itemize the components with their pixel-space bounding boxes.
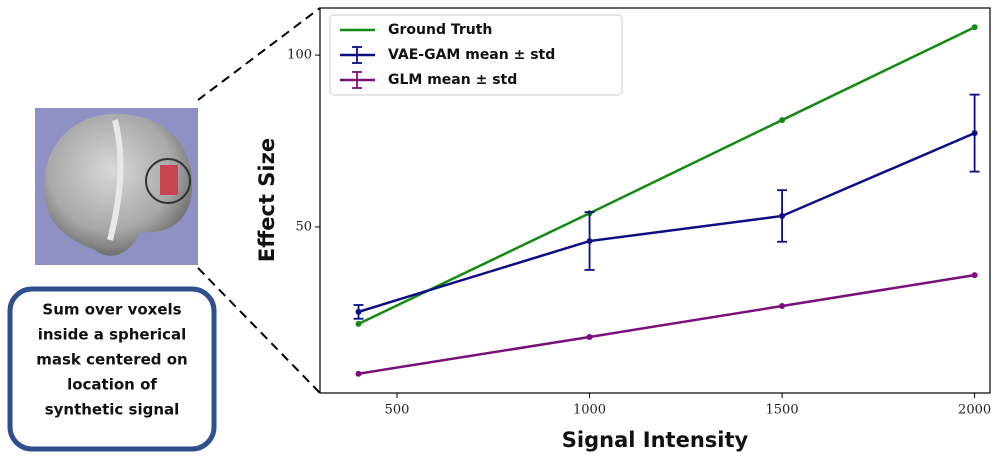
- y-tick-label: 50: [295, 219, 312, 234]
- x-tick-label: 2000: [958, 403, 991, 418]
- x-tick-label: 500: [385, 403, 410, 418]
- series-line: [357, 26, 976, 326]
- point: [971, 272, 978, 279]
- signal-region: [160, 165, 178, 195]
- zoom-line: [197, 7, 321, 101]
- x-tick-label: 1000: [573, 403, 606, 418]
- legend-label: GLM mean ± std: [388, 72, 517, 88]
- note-line: mask centered on: [36, 351, 187, 369]
- y-axis-label: Effect Size: [255, 138, 279, 262]
- point: [355, 308, 362, 315]
- note-line: synthetic signal: [45, 401, 180, 419]
- legend-label: VAE-GAM mean ± std: [388, 47, 555, 63]
- y-tick-label: 100: [287, 48, 312, 63]
- note-line: location of: [67, 376, 157, 394]
- legend-label: Ground Truth: [388, 22, 492, 38]
- series-line: [358, 131, 976, 314]
- point: [355, 320, 362, 327]
- point: [971, 130, 978, 137]
- point: [779, 212, 786, 219]
- mask-circle: [145, 158, 191, 204]
- legend-box: [329, 14, 623, 96]
- note: Sum over voxels inside a spherical mask ce…: [36, 301, 187, 419]
- brain-fold: [107, 119, 124, 241]
- point: [971, 24, 978, 31]
- x-axis-label: Signal Intensity: [562, 428, 749, 452]
- axes-frame: [319, 7, 991, 394]
- series-line: [358, 273, 975, 375]
- note-line: inside a spherical: [38, 326, 187, 344]
- point: [586, 333, 593, 340]
- point: [355, 370, 362, 377]
- point: [586, 238, 593, 245]
- point: [779, 303, 786, 310]
- x-tick-label: 1500: [766, 403, 799, 418]
- note-line: Sum over voxels: [42, 301, 181, 319]
- note-box: [7, 286, 217, 452]
- point: [779, 117, 786, 124]
